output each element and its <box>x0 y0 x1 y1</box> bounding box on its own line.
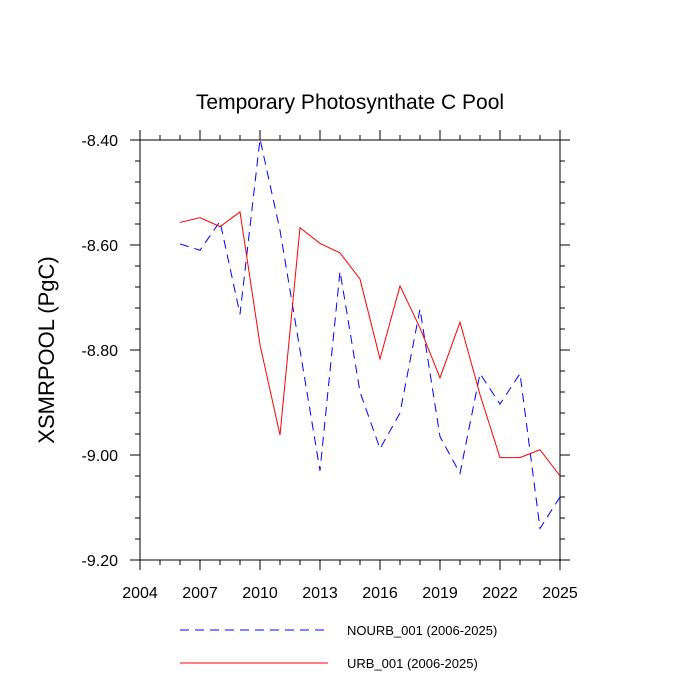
x-tick-label: 2007 <box>182 585 218 602</box>
legend-label: URB_001 (2006-2025) <box>347 656 478 671</box>
series-line-nourb <box>179 138 561 530</box>
y-tick-label: -8.80 <box>82 343 119 360</box>
y-tick-label: -8.60 <box>82 238 119 255</box>
x-tick-labels: 2004 2007 2010 2013 2016 2019 2022 2025 <box>122 585 578 602</box>
major-ticks <box>130 130 570 570</box>
plot-frame <box>139 139 561 561</box>
x-tick-label: 2022 <box>482 585 518 602</box>
series-line-urb <box>179 211 561 477</box>
y-tick-label: -8.40 <box>82 133 119 150</box>
y-tick-label: -9.00 <box>82 448 119 465</box>
y-tick-labels: -8.40 -8.60 -8.80 -9.00 -9.20 <box>82 133 119 570</box>
legend-label: NOURB_001 (2006-2025) <box>347 623 497 638</box>
x-tick-label: 2025 <box>542 585 578 602</box>
x-tick-label: 2013 <box>302 585 338 602</box>
x-tick-label: 2019 <box>422 585 458 602</box>
y-tick-label: -9.20 <box>82 553 119 570</box>
minor-ticks <box>135 135 565 565</box>
x-tick-label: 2016 <box>362 585 398 602</box>
series-lines <box>179 138 561 530</box>
chart-title: Temporary Photosynthate C Pool <box>196 91 504 114</box>
x-tick-label: 2004 <box>122 585 158 602</box>
x-tick-label: 2010 <box>242 585 278 602</box>
legend: NOURB_001 (2006-2025) URB_001 (2006-2025) <box>180 623 497 671</box>
plot-border <box>139 139 561 561</box>
y-axis-label: XSMRPOOL (PgC) <box>34 256 59 443</box>
